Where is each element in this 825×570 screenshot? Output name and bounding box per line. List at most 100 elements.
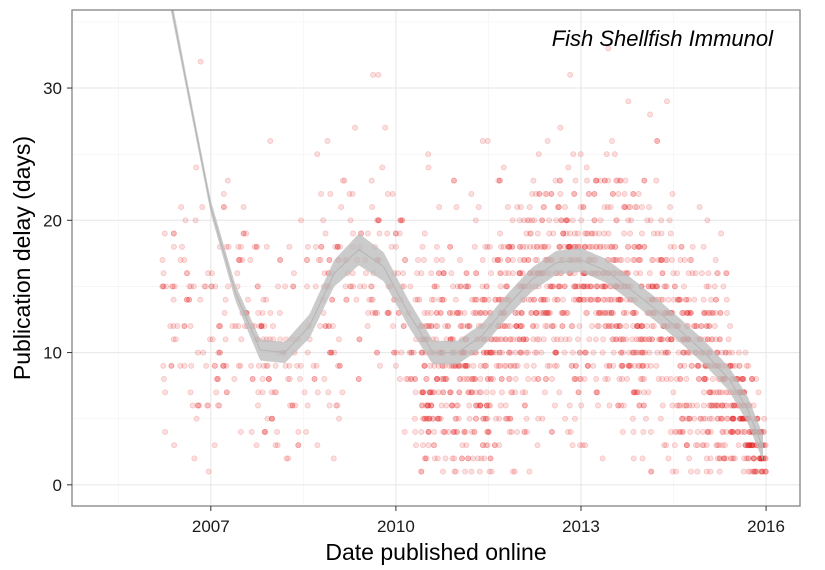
- scatter-point: [190, 283, 197, 290]
- scatter-point: [762, 455, 769, 462]
- scatter-point: [285, 376, 291, 382]
- scatter-point: [719, 402, 726, 409]
- scatter-point: [627, 204, 634, 211]
- scatter-point: [675, 296, 682, 303]
- scatter-point: [557, 124, 564, 131]
- scatter-point: [476, 468, 483, 475]
- scatter-point: [428, 296, 435, 303]
- scatter-point: [196, 402, 203, 409]
- scatter-point: [750, 455, 757, 462]
- scatter-point: [391, 349, 398, 356]
- scatter-point: [694, 428, 701, 435]
- scatter-point: [349, 270, 356, 277]
- scatter-point: [684, 349, 691, 356]
- scatter-point: [562, 204, 568, 211]
- scatter-point: [630, 190, 637, 197]
- scatter-point: [414, 270, 421, 277]
- scatter-point: [494, 257, 501, 263]
- scatter-point: [484, 415, 491, 422]
- scatter-point: [584, 296, 591, 303]
- scatter-point: [535, 376, 542, 382]
- scatter-point: [641, 243, 648, 250]
- scatter-point: [757, 468, 764, 475]
- scatter-point: [505, 376, 512, 382]
- scatter-point: [270, 323, 276, 330]
- scatter-point: [683, 402, 690, 409]
- scatter-point: [431, 428, 438, 435]
- scatter-point: [569, 217, 576, 224]
- scatter-point: [517, 204, 524, 211]
- scatter-point: [492, 296, 499, 303]
- scatter-point: [508, 389, 515, 396]
- scatter-point: [461, 309, 468, 316]
- scatter-point: [653, 362, 660, 369]
- scatter-point: [639, 349, 646, 356]
- scatter-point: [375, 71, 382, 78]
- scatter-point: [676, 296, 683, 303]
- scatter-point: [484, 137, 491, 144]
- scatter-point: [735, 442, 742, 449]
- scatter-point: [272, 362, 279, 369]
- scatter-point: [462, 283, 469, 290]
- scatter-point: [530, 336, 537, 343]
- scatter-point: [526, 468, 533, 475]
- scatter-point: [565, 428, 571, 435]
- scatter-point: [298, 217, 304, 224]
- scatter-point: [400, 323, 407, 330]
- scatter-point: [416, 296, 423, 303]
- scatter-point: [430, 296, 437, 303]
- scatter-point: [605, 45, 612, 52]
- scatter-point: [170, 323, 177, 330]
- scatter-point: [731, 402, 738, 409]
- scatter-point: [261, 428, 268, 435]
- scatter-point: [724, 309, 731, 316]
- scatter-point: [581, 376, 588, 382]
- scatter-point: [493, 336, 500, 343]
- scatter-point: [347, 217, 354, 224]
- scatter-point: [737, 415, 744, 422]
- scatter-point: [437, 309, 444, 316]
- scatter-point: [496, 177, 503, 184]
- scatter-point: [639, 230, 645, 237]
- scatter-point: [735, 428, 742, 435]
- scatter-point: [752, 468, 759, 475]
- scatter-point: [601, 230, 608, 237]
- scatter-point: [512, 309, 519, 316]
- scatter-point: [573, 362, 579, 369]
- scatter-point: [400, 270, 407, 277]
- scatter-point: [193, 415, 200, 422]
- scatter-point: [742, 442, 749, 449]
- scatter-point: [541, 296, 548, 303]
- scatter-point: [528, 309, 535, 316]
- scatter-point: [718, 230, 725, 237]
- scatter-point: [208, 283, 215, 290]
- scatter-point: [613, 177, 620, 184]
- scatter-point: [584, 362, 591, 369]
- scatter-point: [479, 296, 486, 303]
- scatter-point: [630, 309, 636, 316]
- scatter-point: [531, 376, 538, 382]
- scatter-point: [543, 190, 550, 197]
- scatter-point: [483, 283, 490, 290]
- scatter-point: [501, 362, 508, 369]
- scatter-point: [691, 415, 698, 422]
- scatter-point: [530, 362, 537, 369]
- scatter-point: [504, 243, 511, 250]
- scatter-point: [505, 415, 512, 422]
- scatter-point: [177, 362, 184, 369]
- scatter-point: [275, 283, 281, 290]
- scatter-point: [630, 389, 637, 396]
- scatter-point: [711, 323, 718, 330]
- scatter-point: [496, 415, 503, 422]
- scatter-point: [237, 428, 244, 435]
- scatter-point: [562, 336, 569, 343]
- scatter-point: [238, 336, 245, 343]
- scatter-point: [632, 349, 639, 356]
- scatter-point: [457, 283, 464, 290]
- scatter-point: [615, 190, 622, 197]
- scatter-point: [712, 402, 719, 409]
- scatter-point: [593, 296, 599, 303]
- scatter-point: [430, 442, 437, 449]
- scatter-point: [593, 283, 600, 290]
- scatter-point: [556, 243, 563, 250]
